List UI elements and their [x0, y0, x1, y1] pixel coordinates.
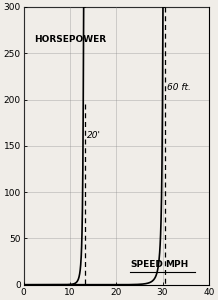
Text: HORSEPOWER: HORSEPOWER: [35, 35, 107, 44]
Text: 20': 20': [87, 131, 101, 140]
Text: 60 ft.: 60 ft.: [167, 83, 191, 92]
Text: MPH: MPH: [165, 260, 188, 269]
Text: SPEED: SPEED: [130, 260, 163, 269]
